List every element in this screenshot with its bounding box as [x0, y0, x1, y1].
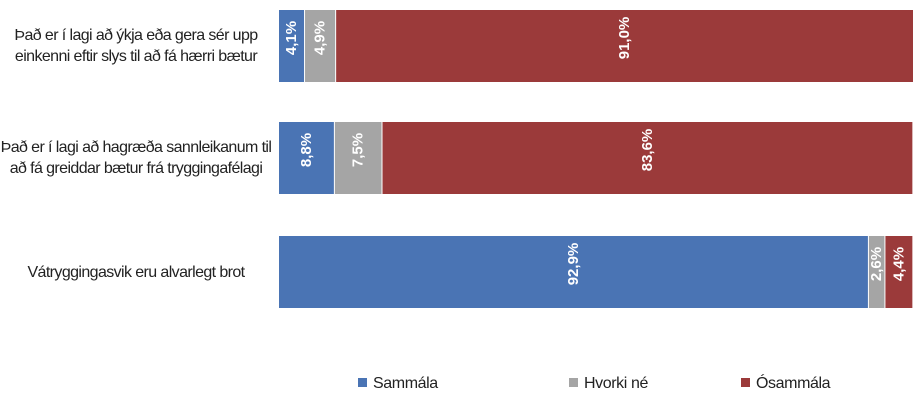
data-label: 92,9%	[565, 243, 582, 286]
bar-segment	[336, 10, 913, 82]
bar-segment	[868, 236, 885, 308]
data-label: 7,5%	[350, 133, 367, 167]
category-label: Það er í lagi að hagræða sannleikanum ti…	[0, 139, 272, 177]
bar-segment	[334, 122, 382, 194]
category-label: Það er í lagi að ýkja eða gera sér upp e…	[14, 27, 258, 65]
bar-segment	[279, 236, 868, 308]
data-label: 83,6%	[639, 129, 656, 172]
legend-label: Hvorki né	[584, 375, 648, 392]
bar-segment	[382, 122, 913, 194]
bar-segment	[279, 10, 305, 82]
bar-segment	[885, 236, 913, 308]
legend-label: Ósammála	[756, 373, 831, 392]
data-label: 4,4%	[890, 247, 907, 281]
data-label: 91,0%	[616, 17, 633, 60]
legend-swatch	[741, 378, 750, 387]
bar-segment	[279, 122, 334, 194]
legend-swatch	[358, 378, 367, 387]
bar-segment	[305, 10, 336, 82]
legend-swatch	[569, 378, 578, 387]
category-label: Vátryggingasvik eru alvarlegt brot	[27, 263, 245, 281]
legend-label: Sammála	[373, 375, 438, 392]
data-label: 4,1%	[283, 21, 300, 55]
data-label: 4,9%	[312, 21, 329, 55]
data-label: 2,6%	[868, 247, 885, 281]
data-label: 8,8%	[298, 133, 315, 167]
